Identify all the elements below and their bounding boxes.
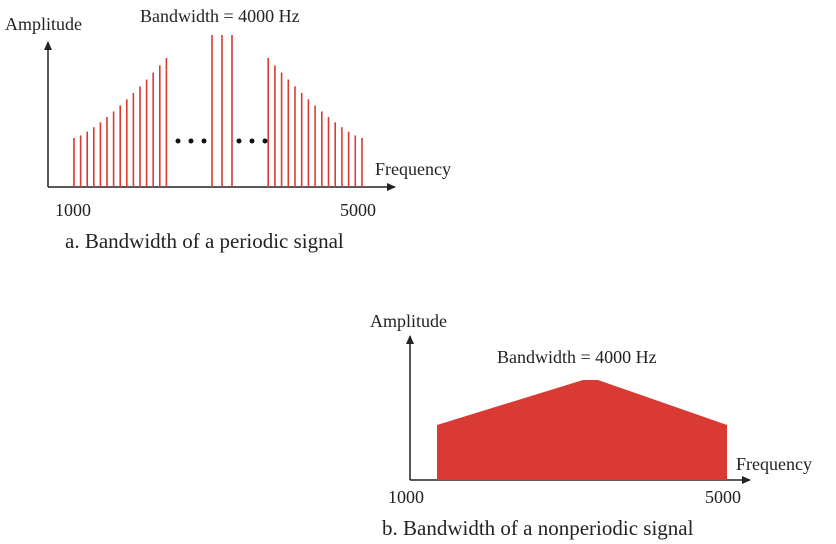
low-frequency: 1000 xyxy=(55,200,91,220)
high-frequency: 5000 xyxy=(340,200,376,220)
ellipsis xyxy=(175,138,268,144)
spectrum-area xyxy=(437,380,727,480)
caption: a. Bandwidth of a periodic signal xyxy=(65,229,344,253)
periodic-panel: Amplitude Bandwidth = 4000 Hz Frequency … xyxy=(5,6,451,253)
y-label: Amplitude xyxy=(5,14,82,34)
y-label: Amplitude xyxy=(370,311,447,331)
bandwidth-label: Bandwidth = 4000 Hz xyxy=(497,347,657,367)
low-frequency: 1000 xyxy=(388,487,424,507)
caption: b. Bandwidth of a nonperiodic signal xyxy=(382,516,694,540)
high-frequency: 5000 xyxy=(705,487,741,507)
x-label: Frequency xyxy=(736,454,812,474)
nonperiodic-panel: Amplitude Bandwidth = 4000 Hz Frequency … xyxy=(370,311,812,540)
bandwidth-label: Bandwidth = 4000 Hz xyxy=(140,6,300,26)
x-label: Frequency xyxy=(375,159,451,179)
spectral-lines xyxy=(73,35,363,187)
